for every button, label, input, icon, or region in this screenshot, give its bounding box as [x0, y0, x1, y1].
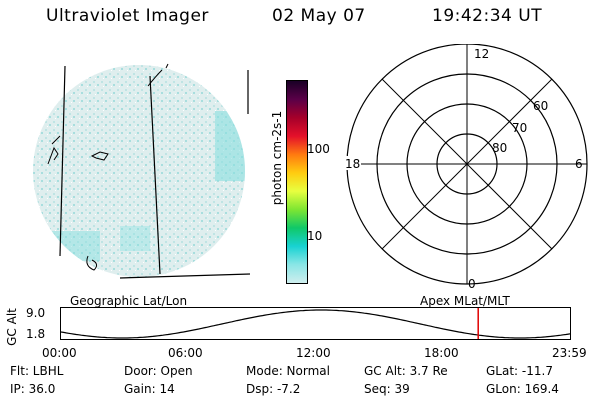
meridian-line [59, 65, 66, 257]
filter-info: Flt: LBHL [10, 364, 64, 378]
lat-label-80: 80 [492, 141, 507, 155]
x-tick-2359: 23:59 [552, 346, 587, 360]
glon-info: GLon: 169.4 [486, 382, 559, 396]
colorbar [286, 80, 308, 284]
polar-diagonal [381, 78, 553, 250]
mlt-label-12: 12 [474, 47, 489, 61]
coastline [47, 135, 61, 165]
mlt-label-6: 6 [575, 157, 583, 171]
gc-alt-info: GC Alt: 3.7 Re [364, 364, 448, 378]
lat-label-70: 70 [512, 121, 527, 135]
mlt-label-18: 18 [345, 157, 360, 171]
altitude-ylabel: GC Alt [5, 308, 19, 346]
earth-disk [33, 65, 245, 277]
instrument-title: Ultraviolet Imager [46, 6, 209, 26]
coastline [90, 151, 109, 161]
door-info: Door: Open [124, 364, 193, 378]
meridian-line [149, 75, 161, 275]
x-tick-0600: 06:00 [168, 346, 203, 360]
right-projection-label: Apex MLat/MLT [420, 294, 510, 308]
gain-info: Gain: 14 [124, 382, 175, 396]
altitude-ymin: 1.8 [26, 327, 46, 341]
x-tick-0000: 00:00 [42, 346, 77, 360]
uv-image-panel [33, 63, 251, 279]
date-label: 02 May 07 [272, 6, 366, 26]
colorbar-label: photon cm-2s-1 [270, 110, 284, 206]
altitude-plot-frame [60, 307, 571, 340]
lat-label-60: 60 [533, 99, 548, 113]
x-tick-1800: 18:00 [424, 346, 459, 360]
polar-plot: 12 18 6 0 60 70 80 [343, 44, 588, 290]
latitude-line [119, 273, 251, 279]
glat-info: GLat: -11.7 [486, 364, 553, 378]
colorbar-gradient [287, 81, 307, 283]
coastline [147, 63, 169, 87]
colorbar-tick-10: 10 [307, 229, 323, 243]
altitude-curve [60, 309, 572, 339]
mlt-label-0: 0 [468, 277, 476, 290]
x-tick-1200: 12:00 [296, 346, 331, 360]
altitude-plot [60, 307, 572, 340]
coastline [86, 255, 98, 271]
mode-info: Mode: Normal [246, 364, 330, 378]
left-projection-label: Geographic Lat/Lon [70, 294, 188, 308]
ip-info: IP: 36.0 [10, 382, 56, 396]
time-label: 19:42:34 UT [432, 6, 543, 26]
colorbar-tick-100: 100 [307, 142, 330, 156]
seq-info: Seq: 39 [364, 382, 410, 396]
altitude-ymax: 9.0 [26, 306, 46, 320]
dsp-info: Dsp: -7.2 [246, 382, 301, 396]
